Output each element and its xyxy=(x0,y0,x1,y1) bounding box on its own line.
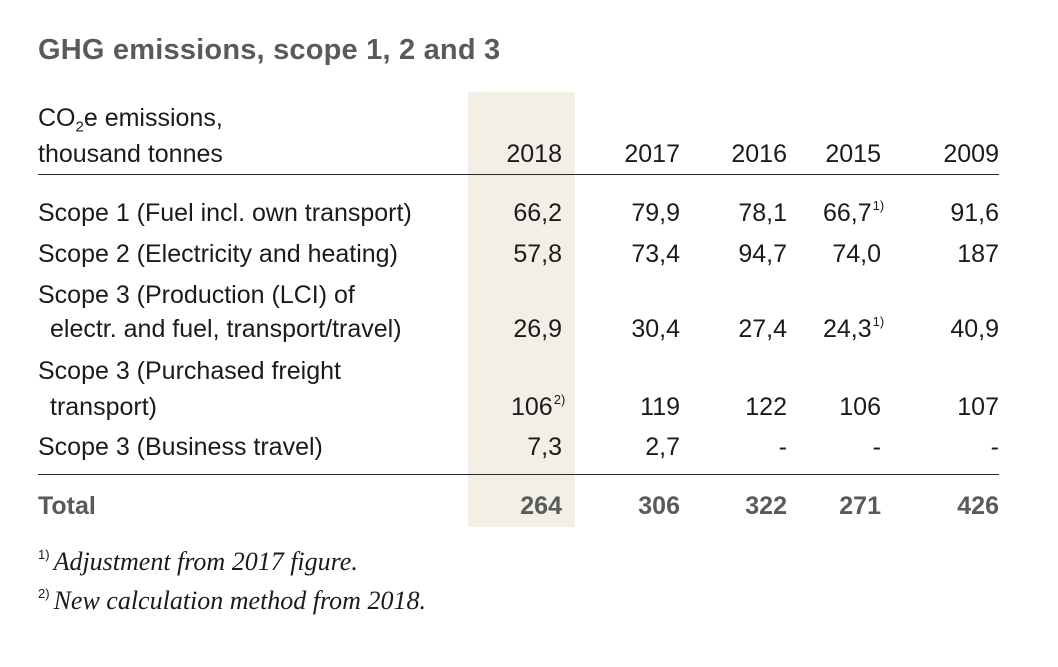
cell-scope1-2017: 79,9 xyxy=(631,198,680,228)
row-label-scope3-freight: Scope 3 (Purchased freight xyxy=(38,357,341,385)
cell-scope3travel-2015: - xyxy=(872,433,881,461)
footnote-ref: 1) xyxy=(872,197,885,213)
cell-scope3travel-2009: - xyxy=(990,433,999,461)
cell-scope3prod-2009: 40,9 xyxy=(950,315,999,343)
cell-scope1-2018: 66,2 xyxy=(513,198,562,228)
cell-scope3travel-2018: 7,3 xyxy=(527,433,562,461)
cell-value: 91,6 xyxy=(950,199,999,227)
cell-scope2-2018: 57,8 xyxy=(513,240,562,268)
cell-scope1-2016: 78,1 xyxy=(738,198,787,228)
total-2015: 271 xyxy=(839,492,881,520)
unit-emissions-text: e emissions, xyxy=(83,104,223,132)
row-label-scope3-freight-line2: transport) xyxy=(50,393,157,421)
cell-scope3prod-2016: 27,4 xyxy=(738,315,787,343)
cell-scope3freight-2016: 122 xyxy=(745,393,787,421)
year-header-2017: 2017 xyxy=(624,140,680,168)
cell-scope3freight-2009: 107 xyxy=(957,393,999,421)
total-label: Total xyxy=(38,492,96,520)
row-label-scope3-travel: Scope 3 (Business travel) xyxy=(38,433,323,461)
footnote-ref: 2) xyxy=(553,391,566,407)
cell-scope3prod-2015: 24,31) xyxy=(823,314,884,344)
unit-label-line2: thousand tonnes xyxy=(38,140,223,168)
total-2018: 264 xyxy=(520,492,562,520)
row-label-scope3-production-line2: electr. and fuel, transport/travel) xyxy=(50,315,402,343)
table-title: GHG emissions, scope 1, 2 and 3 xyxy=(38,34,501,66)
footnote-mark: 1) xyxy=(38,546,50,562)
cell-scope3freight-2017: 119 xyxy=(640,393,680,421)
cell-scope2-2017: 73,4 xyxy=(631,240,680,268)
footnote-1: 1) Adjustment from 2017 figure. xyxy=(38,547,358,577)
unit-co-text: CO xyxy=(38,104,76,132)
footnote-text: Adjustment from 2017 figure. xyxy=(53,547,358,576)
footnote-text: New calculation method from 2018. xyxy=(53,586,426,615)
footnote-mark: 2) xyxy=(38,585,50,601)
cell-scope3prod-2018: 26,9 xyxy=(513,315,562,343)
footnote-2: 2) New calculation method from 2018. xyxy=(38,586,426,616)
cell-scope1-2015: 66,71) xyxy=(823,198,884,228)
footnote-ref: 1) xyxy=(872,313,885,329)
cell-scope1-2009: 91,6 xyxy=(950,198,999,228)
total-divider xyxy=(38,474,999,475)
cell-value: 66,7 xyxy=(823,199,872,227)
cell-scope3freight-2018: 1062) xyxy=(511,392,565,422)
cell-value: 66,2 xyxy=(513,199,562,227)
row-label-scope3-production: Scope 3 (Production (LCI) of xyxy=(38,281,355,309)
cell-value: 78,1 xyxy=(738,199,787,227)
year-header-2018: 2018 xyxy=(506,140,562,168)
total-2017: 306 xyxy=(638,492,680,520)
highlight-column-2018 xyxy=(468,92,575,527)
cell-scope3travel-2016: - xyxy=(778,433,787,461)
cell-scope2-2016: 94,7 xyxy=(738,240,787,268)
cell-value: 24,3 xyxy=(823,315,872,343)
cell-value: 106 xyxy=(511,393,553,421)
year-header-2015: 2015 xyxy=(825,140,881,168)
unit-subscript: 2 xyxy=(75,118,84,136)
row-label-scope2: Scope 2 (Electricity and heating) xyxy=(38,240,398,268)
total-2009: 426 xyxy=(957,492,999,520)
cell-value: 79,9 xyxy=(631,199,680,227)
cell-scope2-2015: 74,0 xyxy=(832,240,881,268)
total-2016: 322 xyxy=(745,492,787,520)
row-label-scope1: Scope 1 (Fuel incl. own transport) xyxy=(38,199,412,227)
cell-scope2-2009: 187 xyxy=(957,240,999,268)
cell-scope3prod-2017: 30,4 xyxy=(631,315,680,343)
cell-scope3freight-2015: 106 xyxy=(839,393,881,421)
cell-scope3travel-2017: 2,7 xyxy=(645,433,680,461)
year-header-2009: 2009 xyxy=(943,140,999,168)
year-header-2016: 2016 xyxy=(731,140,787,168)
unit-label-line1: CO2e emissions, xyxy=(38,103,223,136)
header-divider xyxy=(38,174,999,175)
